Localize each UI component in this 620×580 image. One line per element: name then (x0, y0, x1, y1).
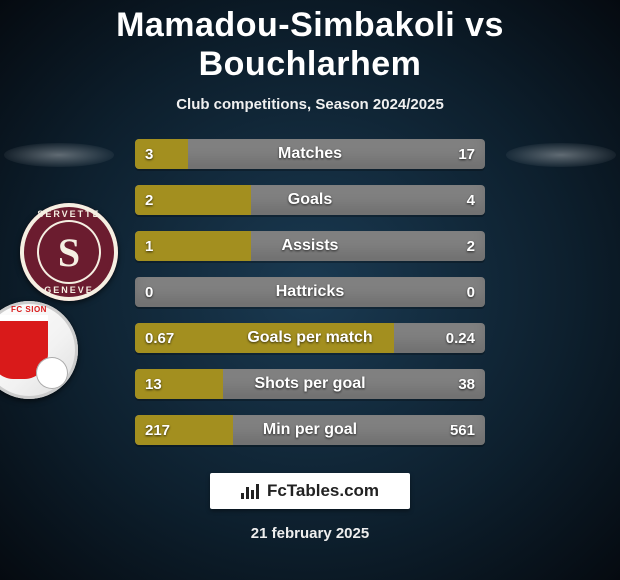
player-left-crest: SERVETTE S GENEVE (20, 203, 118, 301)
crest-right-text: FC SION (0, 305, 78, 314)
crest-left-inner: S (37, 220, 101, 284)
stat-label: Hattricks (135, 277, 485, 307)
comparison-area: SERVETTE S GENEVE FC SION 317Matches 24Go… (0, 135, 620, 465)
crest-right-ball-icon (36, 357, 68, 389)
stat-label: Goals per match (135, 323, 485, 353)
crest-left-letter: S (58, 229, 80, 276)
page-subtitle: Club competitions, Season 2024/2025 (0, 96, 620, 113)
player-right-shadow (506, 143, 616, 167)
stat-label: Min per goal (135, 415, 485, 445)
stat-row: 00Hattricks (135, 277, 485, 307)
brand-text: FcTables.com (267, 481, 379, 501)
stat-row: 217561Min per goal (135, 415, 485, 445)
stat-row: 12Assists (135, 231, 485, 261)
brand-logo-icon (241, 481, 261, 501)
stat-label: Goals (135, 185, 485, 215)
stat-label: Shots per goal (135, 369, 485, 399)
stat-row: 24Goals (135, 185, 485, 215)
brand-badge[interactable]: FcTables.com (210, 473, 410, 509)
stat-bars: 317Matches 24Goals 12Assists 00Hattricks 0.6… (135, 139, 485, 461)
stat-row: 1338Shots per goal (135, 369, 485, 399)
page-title: Mamadou-Simbakoli vs Bouchlarhem (0, 0, 620, 84)
stat-row: 0.670.24Goals per match (135, 323, 485, 353)
footer-date: 21 february 2025 (0, 525, 620, 542)
crest-left-bottom-text: GENEVE (20, 285, 118, 295)
player-left-shadow (4, 143, 114, 167)
stat-row: 317Matches (135, 139, 485, 169)
crest-left-top-text: SERVETTE (20, 209, 118, 219)
stat-label: Matches (135, 139, 485, 169)
stat-label: Assists (135, 231, 485, 261)
player-right-crest: FC SION (0, 301, 78, 399)
